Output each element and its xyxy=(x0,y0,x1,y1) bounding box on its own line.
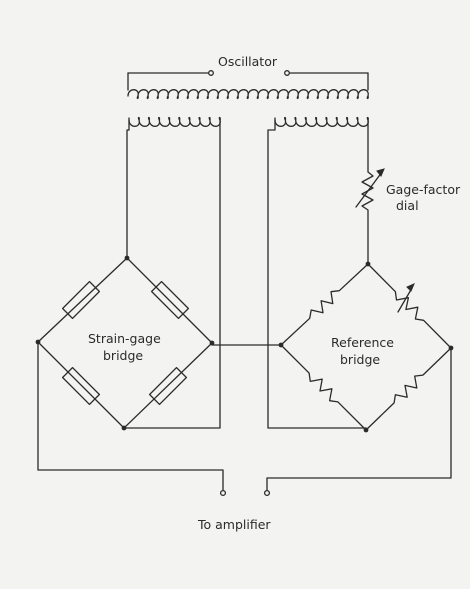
variable-arrow-icon xyxy=(376,168,385,177)
junction-dot xyxy=(209,340,215,346)
junction-dot xyxy=(121,425,127,431)
reference-bridge-leads xyxy=(267,117,369,429)
gage-factor-label-line2: dial xyxy=(396,198,419,213)
junction-dot xyxy=(278,342,284,348)
secondary-winding-right xyxy=(274,116,369,127)
strain-gage-element xyxy=(61,366,101,406)
junction-dot xyxy=(363,427,369,433)
reference-resistor xyxy=(367,263,452,349)
strain-bridge-leads xyxy=(123,117,221,429)
oscillator-label: Oscillator xyxy=(218,54,278,69)
strain-gage-element xyxy=(148,366,188,406)
oscillator-terminals xyxy=(127,70,369,91)
secondary-winding-left xyxy=(128,116,221,127)
gage-factor-label-line1: Gage-factor xyxy=(386,182,461,197)
reference-label-line1: Reference xyxy=(331,335,394,350)
junction-dot xyxy=(365,261,371,267)
strain-gage-label-line1: Strain-gage xyxy=(88,331,161,346)
reference-resistor xyxy=(365,347,452,431)
reference-bridge xyxy=(278,261,454,433)
reference-resistor xyxy=(280,263,369,346)
reference-label-line2: bridge xyxy=(340,352,380,367)
strain-gage-label-line2: bridge xyxy=(103,348,143,363)
to-amplifier-label: To amplifier xyxy=(197,517,271,532)
variable-arrow-icon xyxy=(406,283,415,292)
junction-dot xyxy=(124,255,130,261)
amplifier-terminal xyxy=(219,489,227,497)
reference-resistor xyxy=(280,344,367,431)
gage-factor-resistor xyxy=(355,167,385,263)
strain-gage-element xyxy=(150,280,190,320)
strain-gage-element xyxy=(61,280,101,320)
primary-winding xyxy=(127,89,369,100)
amplifier-terminal xyxy=(263,489,271,497)
amplifier-leads xyxy=(37,341,452,497)
strain-gage-bridge xyxy=(35,255,215,431)
